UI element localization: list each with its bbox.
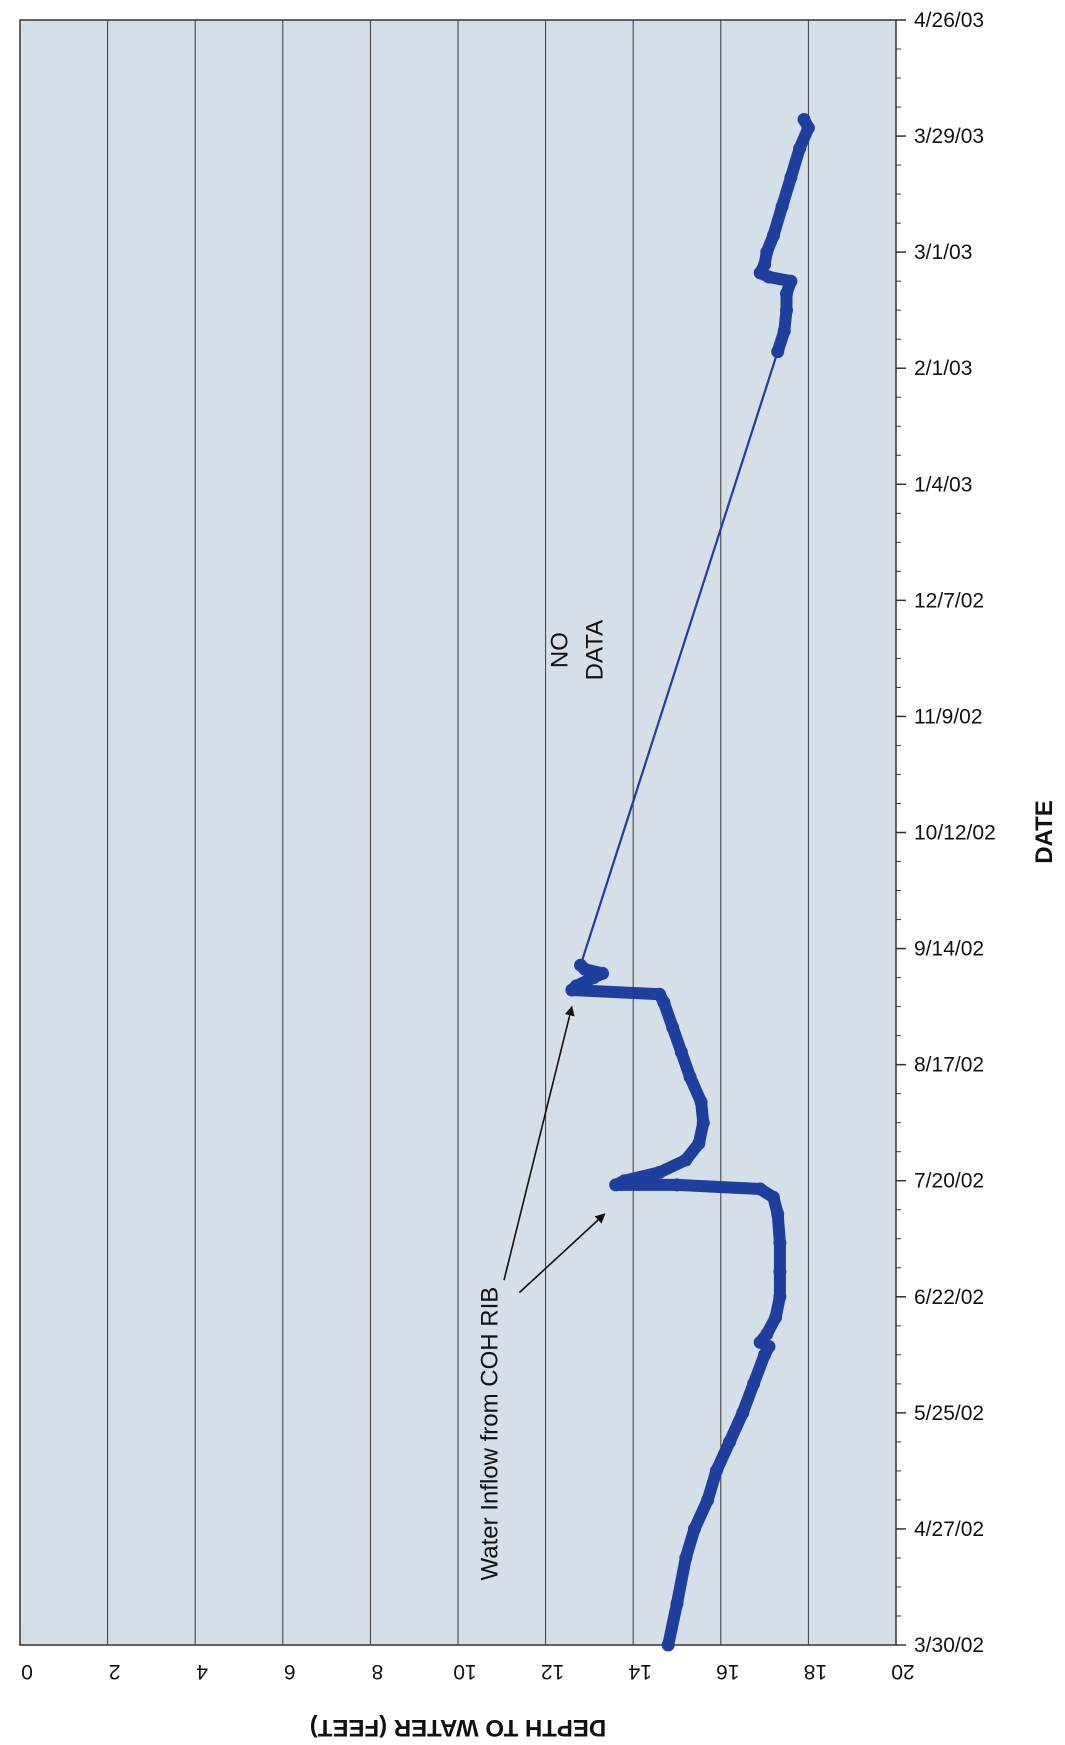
date-tick-label: 3/1/03 — [914, 241, 972, 264]
annotations: NO DATA Water Inflow from COH RIB — [476, 620, 608, 1581]
depth-tick-label: 18 — [804, 1660, 827, 1683]
data-point — [653, 1165, 666, 1179]
data-point — [653, 987, 666, 1001]
data-point — [760, 245, 774, 259]
data-point — [694, 1095, 708, 1109]
data-point — [683, 1070, 697, 1084]
data-point — [784, 274, 798, 288]
data-series — [565, 113, 815, 1652]
depth-tick-label: 0 — [21, 1660, 33, 1683]
data-point — [670, 1597, 684, 1610]
data-point — [780, 303, 793, 317]
depth-axis-title: DEPTH TO WATER (FEET) — [310, 1714, 606, 1741]
data-point — [773, 1290, 787, 1304]
depth-tick-label: 20 — [891, 1660, 914, 1683]
data-point — [780, 287, 793, 301]
depth-tick-label: 12 — [541, 1660, 564, 1683]
data-point — [688, 1522, 701, 1536]
date-tick-label: 7/20/02 — [914, 1170, 984, 1193]
date-tick-label: 5/25/02 — [914, 1402, 984, 1425]
data-point — [773, 1236, 787, 1250]
depth-tick-label: 10 — [453, 1660, 476, 1683]
data-point — [679, 1153, 693, 1167]
date-tick-label: 2/1/03 — [914, 357, 972, 380]
data-point — [793, 142, 807, 155]
annotation-text: NO — [547, 632, 574, 668]
data-point — [747, 1377, 761, 1391]
depth-tick-label: 8 — [372, 1660, 384, 1683]
date-tick-label: 8/17/02 — [914, 1054, 984, 1077]
depth-axis: 0 2 4 6 8 10 12 14 16 18 20 — [21, 1660, 915, 1683]
data-point — [701, 1493, 715, 1507]
data-point — [777, 324, 791, 338]
arrow-to-sept-inflow — [503, 1005, 575, 1281]
depth-tick-label: 14 — [628, 1660, 652, 1683]
data-point — [758, 258, 772, 272]
data-point — [753, 1182, 767, 1196]
data-point — [766, 229, 780, 243]
data-point — [596, 966, 609, 980]
data-point — [775, 200, 789, 213]
data-point — [617, 1174, 631, 1188]
arrow-to-july-inflow — [518, 1213, 606, 1294]
data-point — [696, 1116, 710, 1130]
date-tick-label: 12/7/02 — [914, 589, 984, 612]
depth-tick-label: 4 — [196, 1660, 208, 1683]
date-tick-label: 11/9/02 — [914, 705, 983, 728]
data-point — [666, 1020, 680, 1034]
data-point — [771, 345, 785, 359]
date-tick-label: 6/22/02 — [914, 1286, 984, 1309]
annotation-text: Water Inflow from COH RIB — [476, 1287, 503, 1581]
data-point — [773, 1265, 787, 1279]
data-point — [769, 1311, 783, 1324]
date-tick-label: 9/14/02 — [914, 938, 984, 961]
data-point — [674, 1045, 688, 1059]
annotation-text: DATA — [582, 620, 609, 680]
data-point — [797, 113, 811, 126]
data-point — [679, 1551, 693, 1565]
data-point — [661, 1638, 675, 1652]
data-point — [692, 1136, 706, 1150]
data-point — [760, 1327, 774, 1341]
date-axis-title: DATE — [1031, 800, 1058, 864]
date-tick-label: 4/27/02 — [914, 1518, 984, 1541]
no-data-connector-line — [579, 350, 779, 967]
data-point — [771, 1207, 785, 1221]
depth-tick-label: 6 — [284, 1660, 296, 1683]
date-tick-label: 3/29/03 — [914, 125, 984, 148]
gridlines — [107, 20, 809, 1645]
depth-tick-label: 2 — [109, 1660, 121, 1683]
date-axis: 3/30/02 4/27/02 5/25/02 6/22/02 7/20/02 8/17/… — [896, 9, 996, 1657]
data-point — [670, 1178, 684, 1192]
date-tick-label: 1/4/03 — [914, 473, 972, 496]
data-point — [784, 171, 798, 184]
date-tick-label: 3/30/02 — [914, 1634, 984, 1657]
data-point — [766, 1190, 780, 1204]
depth-tick-label: 16 — [716, 1660, 739, 1683]
data-point — [569, 979, 583, 993]
date-tick-label: 10/12/02 — [914, 822, 996, 845]
data-point — [723, 1435, 737, 1449]
date-tick-label: 4/26/03 — [914, 9, 984, 32]
data-point — [709, 1464, 723, 1478]
data-point — [736, 1406, 750, 1420]
